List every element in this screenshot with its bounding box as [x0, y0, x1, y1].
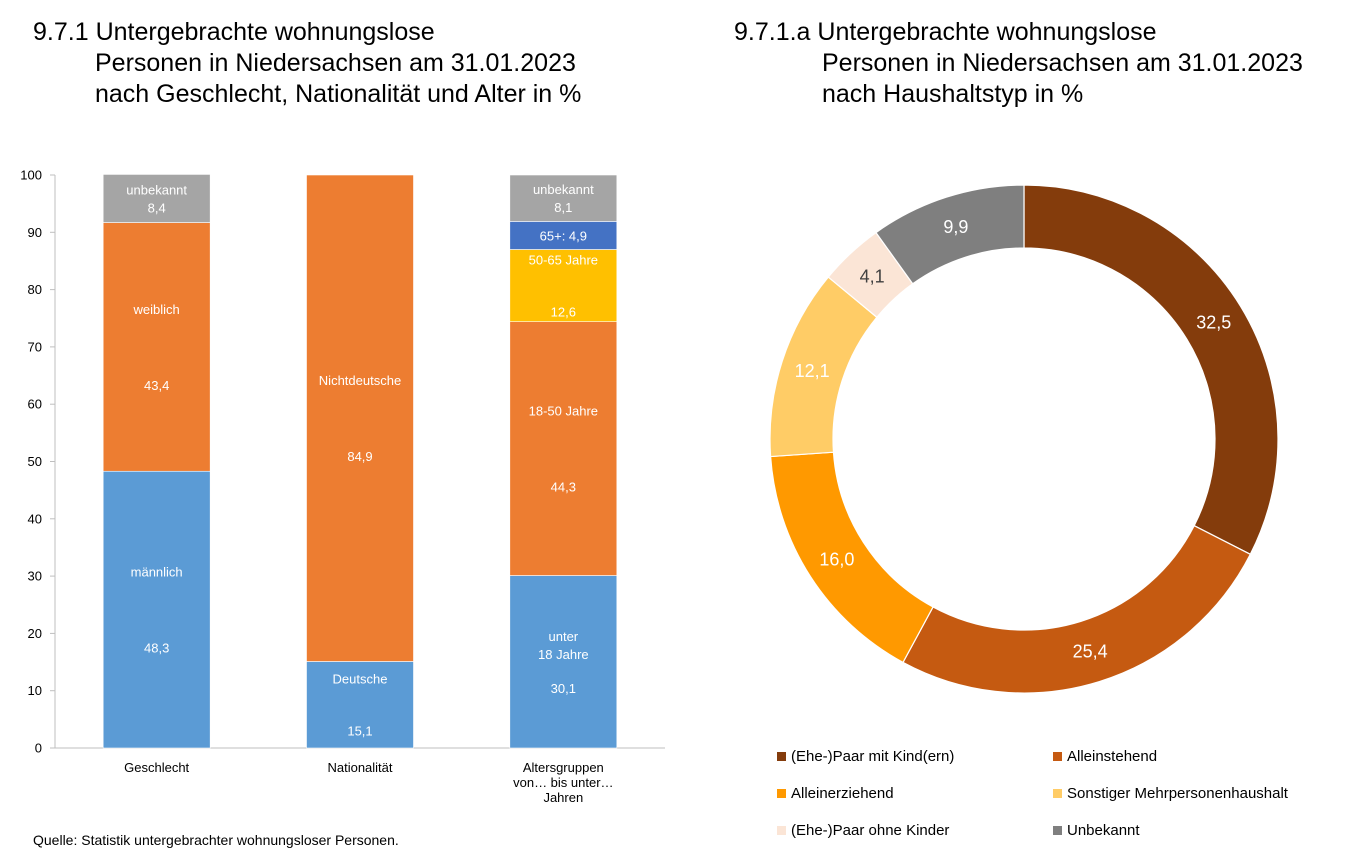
donut-slice-label: 25,4 — [1073, 641, 1108, 661]
right-title-line-2: Personen in Niedersachsen am 31.01.2023 — [822, 49, 1303, 77]
donut-slice-label: 4,1 — [860, 266, 885, 286]
y-tick-label: 70 — [28, 339, 42, 354]
legend-label: (Ehe-)Paar mit Kind(ern) — [791, 748, 955, 765]
bar-segment-label: 84,9 — [347, 449, 372, 464]
bar-segment — [102, 470, 211, 749]
y-tick-label: 50 — [28, 454, 42, 469]
left-title-line-2: Personen in Niedersachsen am 31.01.2023 — [95, 49, 576, 77]
bar-segment-label: männlich — [131, 565, 183, 580]
bar-segment — [509, 174, 618, 222]
legend-label: (Ehe-)Paar ohne Kinder — [791, 822, 950, 839]
legend-item: Alleinerziehend — [777, 785, 894, 802]
left-chart-title: 9.7.1 Untergebrachte wohnungslose Person… — [33, 17, 581, 110]
donut-slice-label: 9,9 — [943, 217, 968, 237]
legend-label: Alleinerziehend — [791, 785, 894, 802]
legend-item: (Ehe-)Paar mit Kind(ern) — [777, 748, 954, 765]
x-category-label: Nationalität — [327, 760, 392, 775]
bar-segment-label: weiblich — [133, 302, 180, 317]
donut-slice — [769, 451, 934, 664]
bar-segment-label: 30,1 — [551, 681, 576, 696]
bar-segment-label: 43,4 — [144, 378, 169, 393]
legend-swatch — [777, 752, 786, 761]
x-category-label: von… bis unter… — [513, 775, 613, 790]
donut-slice — [1023, 184, 1279, 556]
x-category-label: Altersgruppen — [523, 760, 604, 775]
legend-item: (Ehe-)Paar ohne Kinder — [777, 822, 949, 839]
donut-slice — [769, 276, 878, 458]
legend-label: Unbekannt — [1067, 822, 1140, 839]
bar-segment-label: 18-50 Jahre — [529, 404, 598, 419]
donut-slice — [827, 231, 914, 319]
bar-segment — [102, 174, 211, 223]
x-category-label: Geschlecht — [124, 760, 189, 775]
legend-swatch — [777, 826, 786, 835]
bar-segment-label: 15,1 — [347, 724, 372, 739]
legend-item: Unbekannt — [1053, 822, 1140, 839]
y-tick-label: 80 — [28, 282, 42, 297]
bar-segment-label: 48,3 — [144, 641, 169, 656]
y-tick-label: 90 — [28, 225, 42, 240]
bar-segment-label: 8,1 — [554, 200, 572, 215]
y-tick-label: 0 — [35, 741, 42, 756]
y-tick-label: 40 — [28, 511, 42, 526]
bar-segment-label: unbekannt — [126, 182, 187, 197]
legend-label: Alleinstehend — [1067, 748, 1158, 765]
bar-segment-label: Nichtdeutsche — [319, 373, 401, 388]
y-tick-label: 60 — [28, 397, 42, 412]
bar-segment-label: 8,4 — [148, 200, 166, 215]
legend-swatch — [777, 789, 786, 798]
legend-item: Sonstiger Mehrpersonenhaushalt — [1053, 785, 1288, 802]
right-title-line-1: Untergebrachte wohnungslose — [817, 18, 1157, 46]
left-title-number: 9.7.1 — [33, 18, 89, 46]
bar-segment — [509, 321, 618, 576]
legend-swatch — [1053, 826, 1062, 835]
source-note: Quelle: Statistik untergebrachter wohnun… — [33, 832, 399, 848]
legend-swatch — [1053, 752, 1062, 761]
donut-slice-label: 16,0 — [819, 549, 854, 569]
y-tick-label: 20 — [28, 626, 42, 641]
bar-segment-label: 44,3 — [551, 480, 576, 495]
bar-segment-label: Deutsche — [333, 672, 388, 687]
bar-segment-label: unter — [549, 629, 579, 644]
donut-slice-label: 32,5 — [1196, 313, 1231, 333]
donut-slice-label: 12,1 — [795, 361, 830, 381]
bar-segment-label: 12,6 — [551, 305, 576, 320]
x-category-label: Jahren — [543, 790, 583, 805]
left-title-line-3: nach Geschlecht, Nationalität und Alter … — [95, 80, 582, 108]
bar-segment — [509, 575, 618, 749]
legend-item: Alleinstehend — [1053, 748, 1157, 765]
legend-label: Sonstiger Mehrpersonenhaushalt — [1067, 785, 1288, 802]
bar-segment — [306, 661, 414, 749]
bar-segment-label: 18 Jahre — [538, 647, 589, 662]
bar-segment — [509, 221, 618, 250]
legend-swatch — [1053, 789, 1062, 798]
stacked-bar-chart: 0 10 20 30 40 50 60 70 80 90 100 männlich 48,3 weibli… — [20, 168, 665, 805]
bar-segment-label: unbekannt — [533, 182, 594, 197]
donut-slice — [875, 184, 1025, 285]
right-title-line-3: nach Haushaltstyp in % — [822, 80, 1084, 108]
y-tick-label: 100 — [20, 168, 42, 183]
bar-segment — [306, 174, 414, 662]
bar-segment-label: 65+: 4,9 — [540, 228, 587, 243]
donut-slice — [902, 524, 1252, 694]
bar-segment-label: 50-65 Jahre — [529, 253, 598, 268]
y-tick-label: 10 — [28, 683, 42, 698]
bar-segment — [102, 222, 211, 472]
y-tick-label: 30 — [28, 569, 42, 584]
right-title-number: 9.7.1.a — [734, 18, 811, 46]
bar-segment — [509, 249, 618, 322]
left-title-line-1: Untergebrachte wohnungslose — [95, 18, 435, 46]
right-chart-title: 9.7.1.a Untergebrachte wohnungslose Pers… — [734, 17, 1303, 110]
